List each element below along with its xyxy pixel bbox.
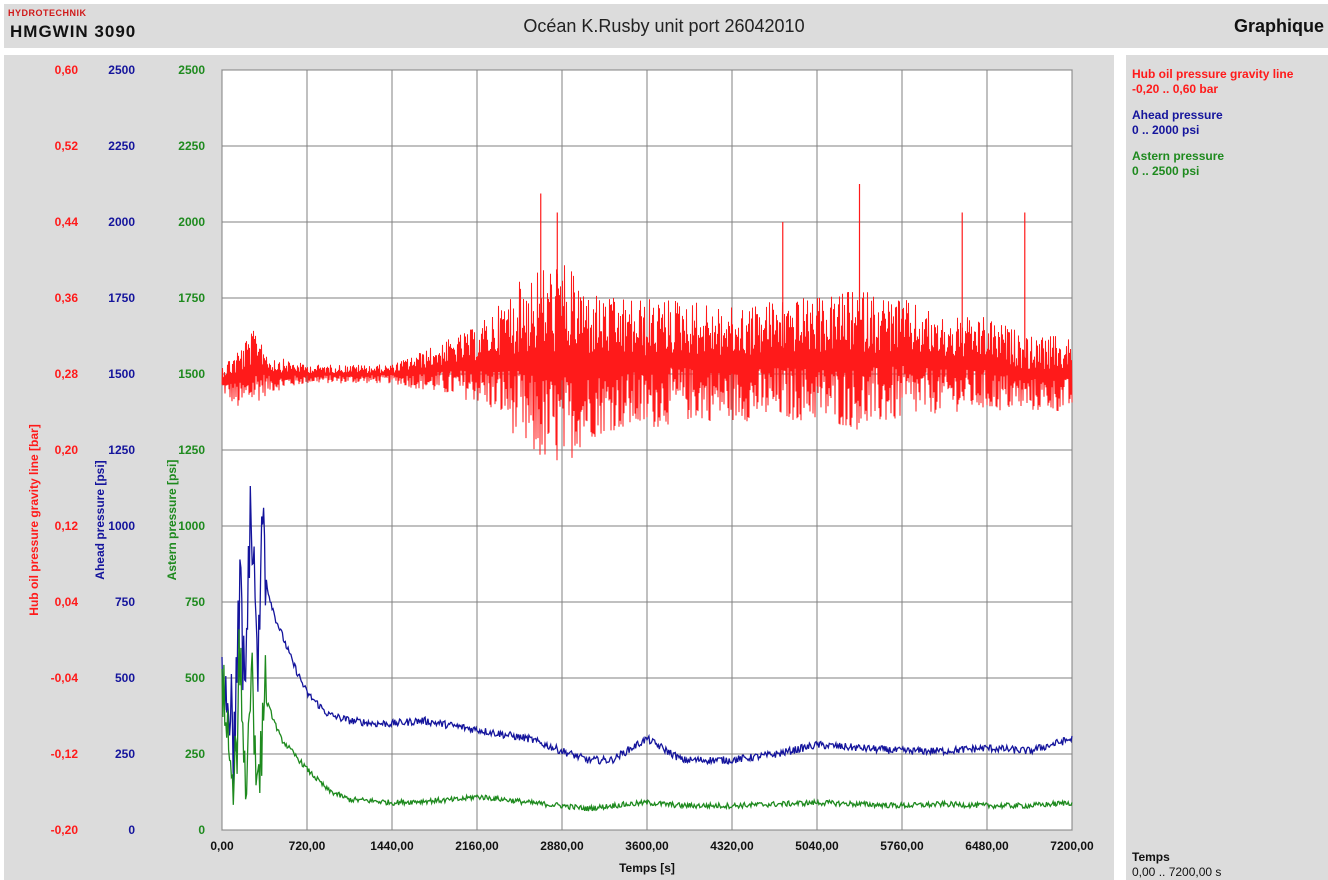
y-tick-label: 0,36 <box>55 291 79 305</box>
y-tick-label: 750 <box>185 595 205 609</box>
y-axes: -0,20 -0,12 -0,04 0,04 0,12 0,20 0,28 0,36 0,44 0… <box>51 63 206 837</box>
legend-range-hub: -0,20 .. 0,60 bar <box>1132 82 1219 96</box>
y-tick-label: 1750 <box>178 291 205 305</box>
y-tick-label: 250 <box>185 747 205 761</box>
y-tick-label: -0,04 <box>51 671 79 685</box>
brand-logo: HMGWIN 3090 <box>10 22 137 41</box>
y-tick-label: 1250 <box>178 443 205 457</box>
y-tick-label: 2250 <box>178 139 205 153</box>
y-tick-label: 500 <box>115 671 135 685</box>
y-tick-label: 0,28 <box>55 367 79 381</box>
title-bar <box>4 4 1328 48</box>
y-tick-label: 1000 <box>178 519 205 533</box>
y-tick-label: -0,20 <box>51 823 79 837</box>
legend-x-name: Temps <box>1132 850 1170 864</box>
page-title: Océan K.Rusby unit port 26042010 <box>523 16 805 36</box>
x-tick-label: 0,00 <box>210 839 234 853</box>
y-axis-label-hub: Hub oil pressure gravity line [bar] <box>27 424 41 615</box>
y-tick-label: 2500 <box>108 63 135 77</box>
series-line-ahead-pressure <box>221 485 1073 785</box>
y-tick-label: 250 <box>115 747 135 761</box>
x-tick-label: 6480,00 <box>965 839 1009 853</box>
y-tick-label: 1250 <box>108 443 135 457</box>
series-line-astern-pressure <box>221 629 1073 812</box>
x-tick-label: 4320,00 <box>710 839 754 853</box>
series-line-hub-oil-pressure <box>221 265 1073 461</box>
y-tick-label: 0 <box>128 823 135 837</box>
y-tick-label: 0,12 <box>55 519 79 533</box>
y-tick-label: 1750 <box>108 291 135 305</box>
x-tick-label: 2160,00 <box>455 839 499 853</box>
x-tick-label: 1440,00 <box>370 839 414 853</box>
y-tick-label: 750 <box>115 595 135 609</box>
mode-label[interactable]: Graphique <box>1233 16 1324 36</box>
y-axis-label-astern: Astern pressure [psi] <box>165 460 179 581</box>
x-tick-label: 5040,00 <box>795 839 839 853</box>
x-axis-label: Temps [s] <box>619 861 675 875</box>
y-tick-label: -0,12 <box>51 747 79 761</box>
series-layer <box>221 184 1073 812</box>
x-tick-label: 720,00 <box>289 839 326 853</box>
y-axis-label-ahead: Ahead pressure [psi] <box>93 460 107 579</box>
brand-tagline: HYDROTECHNIK <box>8 8 87 18</box>
grid <box>221 69 1073 831</box>
x-axis: 0,00 720,00 1440,00 2160,00 2880,00 3600,00 43… <box>210 839 1094 853</box>
chart[interactable]: -0,20 -0,12 -0,04 0,04 0,12 0,20 0,28 0,36 0,44 0… <box>0 50 1120 880</box>
x-tick-label: 5760,00 <box>880 839 924 853</box>
legend-name-astern: Astern pressure <box>1132 149 1225 163</box>
legend-name-hub: Hub oil pressure gravity line <box>1132 67 1294 81</box>
y-tick-label: 0 <box>198 823 205 837</box>
y-tick-label: 0,60 <box>55 63 79 77</box>
legend-panel: Hub oil pressure gravity line -0,20 .. 0… <box>1126 55 1328 880</box>
x-tick-label: 3600,00 <box>625 839 669 853</box>
y-tick-label: 0,52 <box>55 139 79 153</box>
y-tick-label: 1500 <box>178 367 205 381</box>
y-tick-label: 0,20 <box>55 443 79 457</box>
x-tick-label: 7200,00 <box>1050 839 1094 853</box>
y-tick-label: 0,44 <box>55 215 79 229</box>
x-tick-label: 2880,00 <box>540 839 584 853</box>
legend-x-range: 0,00 .. 7200,00 s <box>1132 865 1222 879</box>
y-tick-label: 2000 <box>178 215 205 229</box>
legend-name-ahead: Ahead pressure <box>1132 108 1223 122</box>
y-tick-label: 0,04 <box>55 595 79 609</box>
y-tick-label: 1000 <box>108 519 135 533</box>
y-tick-label: 1500 <box>108 367 135 381</box>
y-tick-label: 2500 <box>178 63 205 77</box>
y-tick-label: 2250 <box>108 139 135 153</box>
legend-range-ahead: 0 .. 2000 psi <box>1132 123 1200 137</box>
legend-range-astern: 0 .. 2500 psi <box>1132 164 1200 178</box>
y-tick-label: 2000 <box>108 215 135 229</box>
y-tick-label: 500 <box>185 671 205 685</box>
